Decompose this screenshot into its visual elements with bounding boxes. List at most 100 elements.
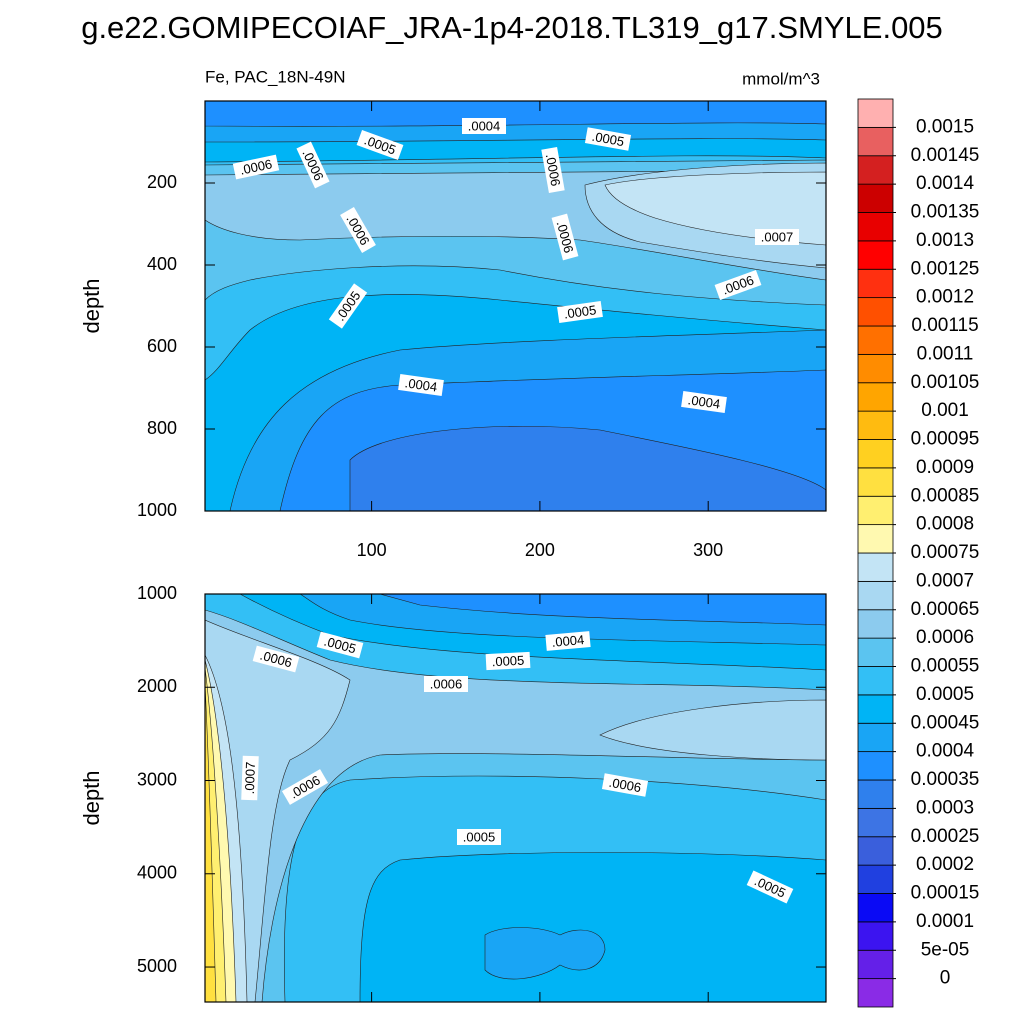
contour-label: .0005 <box>457 829 501 845</box>
colorbar-box <box>857 212 894 242</box>
contour-label-text: .0004 <box>687 392 721 411</box>
plot-frame <box>204 593 827 1003</box>
colorbar-box <box>857 410 894 440</box>
contour-label-box <box>457 829 501 845</box>
contour-label: .0006 <box>252 645 300 673</box>
contour-label-box <box>252 645 300 673</box>
colorbar-box <box>857 694 894 724</box>
contour-label-box <box>281 769 329 805</box>
colorbar-label: 0.0004 <box>916 741 975 762</box>
contour-label-box <box>557 301 603 323</box>
contour-field <box>205 594 826 1002</box>
contour-label: .0006 <box>551 213 579 261</box>
contour-label-box <box>681 391 727 413</box>
contour-label-box <box>328 283 368 329</box>
contour-label: .0004 <box>681 391 727 413</box>
contour-region <box>205 594 826 1002</box>
colorbar-label: 0.00075 <box>911 542 980 563</box>
colorbar-box <box>857 467 894 497</box>
contour-field <box>205 101 826 511</box>
y-tick-label: 1000 <box>137 500 177 520</box>
contour-label: .0006 <box>424 676 468 692</box>
colorbar-label: 0.0008 <box>916 514 974 535</box>
colorbar-box <box>857 353 894 384</box>
colorbar-box <box>857 779 894 809</box>
colorbar-label: 0.00095 <box>911 429 980 450</box>
contour-label: .0004 <box>398 374 444 396</box>
contour-label: .0004 <box>462 118 506 134</box>
colorbar-box <box>857 325 894 355</box>
colorbar-label: 0.00145 <box>911 145 980 166</box>
colorbar-label: 0.00125 <box>911 258 980 279</box>
contour-label-box <box>714 269 762 301</box>
colorbar-box <box>857 580 894 611</box>
contour-label-box <box>485 651 531 671</box>
contour-label-text: .0004 <box>468 118 501 133</box>
contour-label-box <box>241 755 259 801</box>
colorbar-label: 0.0002 <box>916 854 974 875</box>
colorbar-box <box>857 637 894 667</box>
colorbar-label: 0.0007 <box>916 570 974 591</box>
contour-label: .0004 <box>545 631 591 651</box>
colorbar-label: 0.00065 <box>911 599 980 620</box>
colorbar-label: 5e-05 <box>921 939 970 960</box>
colorbar-box <box>857 722 894 753</box>
colorbar-box <box>857 864 894 894</box>
contour-label-box <box>541 146 565 194</box>
contour-label-box <box>424 676 468 692</box>
contour-label: .0006 <box>541 146 565 194</box>
colorbar-box <box>857 439 894 469</box>
contour-label-text: .0005 <box>563 302 597 321</box>
contour-label-box <box>296 141 330 189</box>
colorbar-box <box>857 268 894 299</box>
contour-label: .0007 <box>755 229 799 245</box>
y-tick-label: 400 <box>147 254 177 274</box>
contour-label-box <box>316 631 364 659</box>
contour-label-box <box>462 118 506 134</box>
contour-label-box <box>340 206 376 254</box>
colorbar-label: 0.00025 <box>911 826 980 847</box>
contour-label: .0006 <box>232 154 280 180</box>
contour-label: .0005 <box>485 651 531 671</box>
contour-label: .0005 <box>356 129 404 161</box>
colorbar-box <box>857 183 894 213</box>
y-tick-label: 200 <box>147 172 177 192</box>
y-tick-label: 2000 <box>137 676 177 696</box>
colorbar-box <box>857 155 894 185</box>
y-tick-label: 5000 <box>137 956 177 976</box>
contour-region <box>599 699 826 761</box>
contour-label: .0005 <box>557 301 603 323</box>
colorbar-label: 0.0014 <box>916 173 975 194</box>
colorbar-label: 0.00045 <box>911 712 980 733</box>
colorbar-label: 0.0013 <box>916 230 974 251</box>
plot-frame <box>204 100 827 512</box>
contour-label-box <box>356 129 404 161</box>
colorbar-label: 0.00055 <box>911 656 980 677</box>
colorbar-label: 0.00085 <box>911 485 980 506</box>
contour-label-text: .0006 <box>608 775 643 795</box>
contour-label-text: .0005 <box>491 653 524 670</box>
contour-label-text: .0004 <box>551 632 585 650</box>
colorbar-label: 0.00035 <box>911 769 980 790</box>
colorbar-box <box>857 893 894 923</box>
colorbar-label: 0.0003 <box>916 797 974 818</box>
contour-label-box <box>755 229 799 245</box>
contour-label-box <box>601 773 649 797</box>
colorbar-label: 0.00135 <box>911 202 980 223</box>
colorbar-box <box>857 836 894 866</box>
colorbar-box <box>857 666 894 696</box>
contour-label: .0005 <box>584 127 632 151</box>
contour-label-text: .0007 <box>761 229 794 244</box>
colorbar-label: 0.0012 <box>916 287 974 308</box>
colorbar-label: 0.00115 <box>911 315 978 336</box>
colorbar-box <box>857 807 894 838</box>
contour-region <box>379 594 826 626</box>
contour-label-text: .0004 <box>404 375 438 394</box>
colorbar-box <box>857 126 894 157</box>
contour-label-box <box>545 631 591 651</box>
contour-region <box>349 425 826 511</box>
colorbar-box <box>857 495 894 526</box>
colorbar-box <box>857 98 894 128</box>
contour-region <box>484 927 606 980</box>
